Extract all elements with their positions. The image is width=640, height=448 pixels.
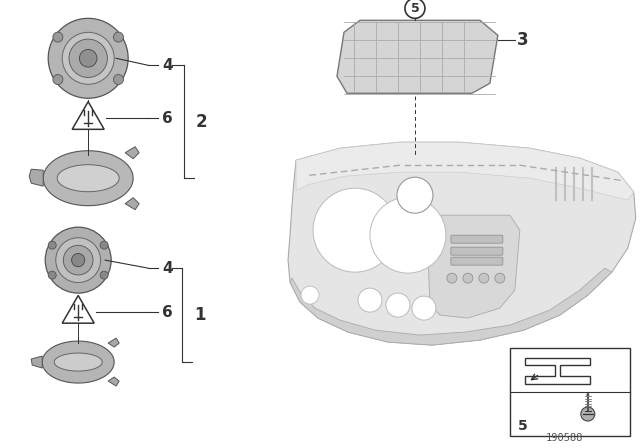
Text: 4: 4 (162, 261, 173, 276)
Text: 6: 6 (162, 305, 173, 319)
Polygon shape (57, 165, 119, 192)
Text: 1: 1 (194, 306, 205, 324)
Polygon shape (62, 296, 94, 323)
Polygon shape (29, 169, 44, 186)
Polygon shape (525, 358, 590, 384)
Text: 5: 5 (518, 419, 527, 433)
Circle shape (72, 254, 84, 267)
Circle shape (48, 271, 56, 279)
Text: 4: 4 (162, 58, 173, 73)
Circle shape (100, 271, 108, 279)
Circle shape (386, 293, 410, 317)
Circle shape (63, 246, 93, 275)
Text: 6: 6 (162, 111, 173, 126)
Circle shape (412, 296, 436, 320)
FancyBboxPatch shape (451, 257, 503, 265)
Text: 2: 2 (196, 113, 208, 131)
Polygon shape (54, 353, 102, 371)
Circle shape (45, 227, 111, 293)
Text: 3: 3 (517, 31, 529, 49)
Circle shape (62, 32, 114, 84)
Circle shape (113, 32, 124, 42)
Circle shape (48, 241, 56, 249)
Circle shape (53, 74, 63, 85)
Polygon shape (290, 268, 612, 345)
Text: 190588: 190588 (546, 433, 584, 443)
Polygon shape (108, 338, 119, 347)
Circle shape (495, 273, 505, 283)
Circle shape (56, 238, 100, 283)
Polygon shape (72, 102, 104, 129)
FancyBboxPatch shape (510, 348, 630, 436)
Circle shape (301, 286, 319, 304)
Circle shape (405, 0, 425, 18)
FancyBboxPatch shape (451, 235, 503, 243)
Polygon shape (337, 20, 498, 93)
Polygon shape (125, 147, 139, 159)
Polygon shape (428, 215, 520, 318)
Circle shape (447, 273, 457, 283)
Polygon shape (125, 198, 139, 210)
Circle shape (370, 197, 446, 273)
Text: 5: 5 (410, 2, 419, 15)
Circle shape (358, 288, 382, 312)
Polygon shape (108, 377, 119, 386)
Circle shape (479, 273, 489, 283)
Circle shape (53, 32, 63, 42)
FancyBboxPatch shape (451, 247, 503, 255)
Polygon shape (296, 142, 634, 200)
Circle shape (100, 241, 108, 249)
Circle shape (48, 18, 128, 98)
Circle shape (79, 49, 97, 67)
Circle shape (397, 177, 433, 213)
Circle shape (113, 74, 124, 85)
Circle shape (313, 188, 397, 272)
Polygon shape (44, 151, 133, 206)
Polygon shape (31, 356, 42, 368)
Circle shape (463, 273, 473, 283)
Polygon shape (288, 142, 636, 345)
Circle shape (69, 39, 108, 78)
Circle shape (581, 407, 595, 421)
Polygon shape (42, 341, 114, 383)
